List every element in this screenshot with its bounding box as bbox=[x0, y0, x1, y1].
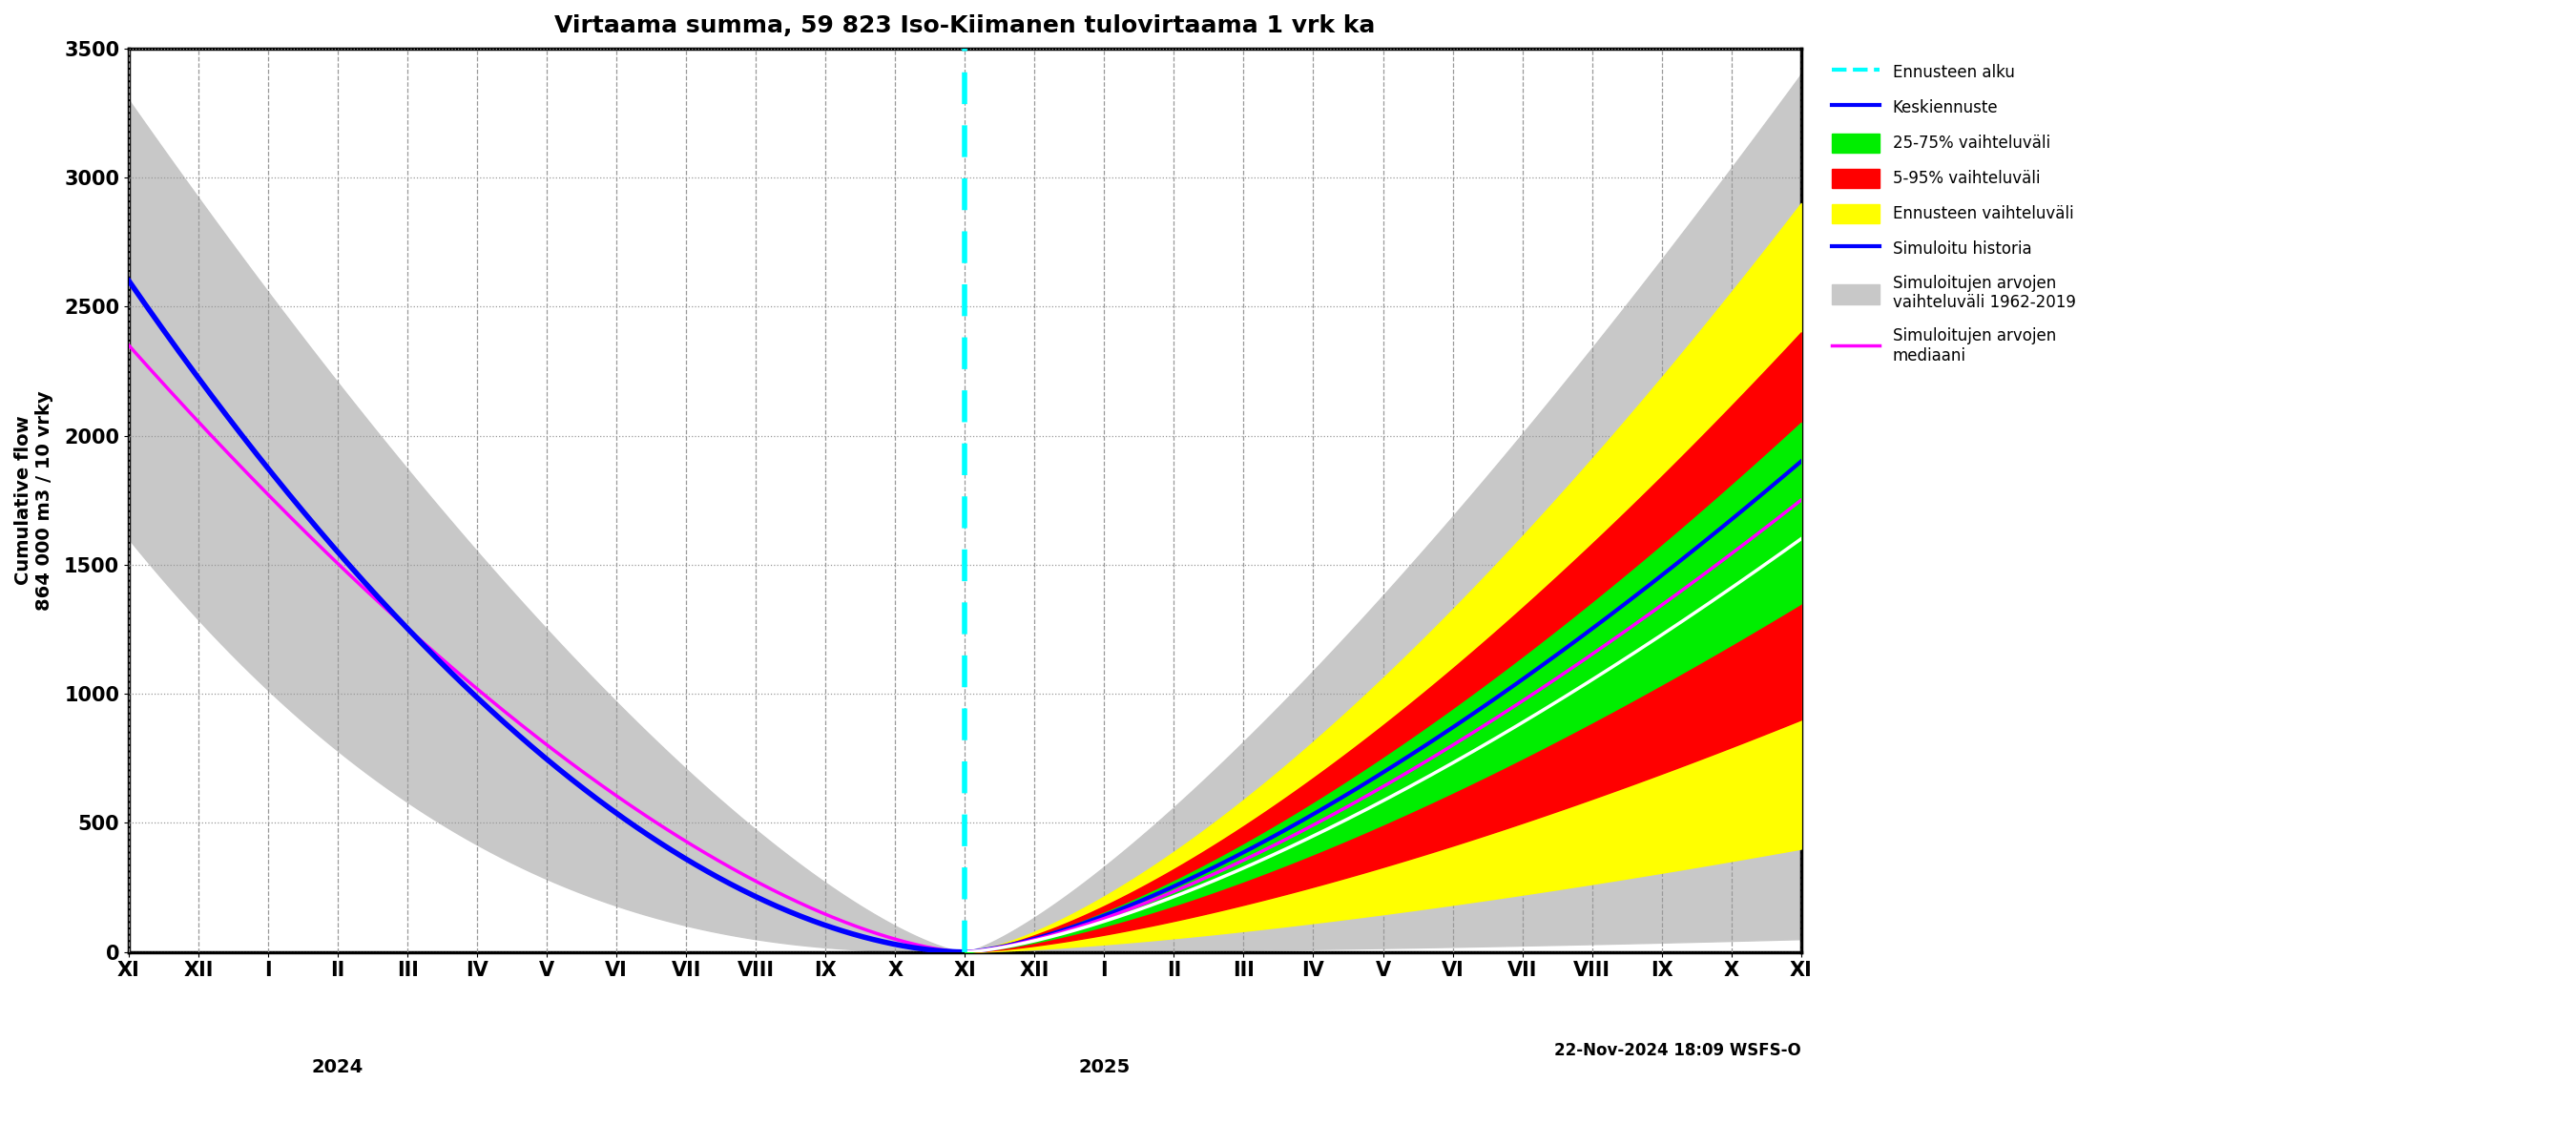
Legend: Ennusteen alku, Keskiennuste, 25-75% vaihteluväli, 5-95% vaihteluväli, Ennusteen: Ennusteen alku, Keskiennuste, 25-75% vai… bbox=[1826, 56, 2081, 371]
Title: Virtaama summa, 59 823 Iso-Kiimanen tulovirtaama 1 vrk ka: Virtaama summa, 59 823 Iso-Kiimanen tulo… bbox=[554, 14, 1376, 37]
Y-axis label: Cumulative flow
864 000 m3 / 10 vrky: Cumulative flow 864 000 m3 / 10 vrky bbox=[15, 390, 54, 610]
Text: 2024: 2024 bbox=[312, 1058, 363, 1076]
Text: 22-Nov-2024 18:09 WSFS-O: 22-Nov-2024 18:09 WSFS-O bbox=[1553, 1042, 1801, 1059]
Text: 2025: 2025 bbox=[1079, 1058, 1131, 1076]
